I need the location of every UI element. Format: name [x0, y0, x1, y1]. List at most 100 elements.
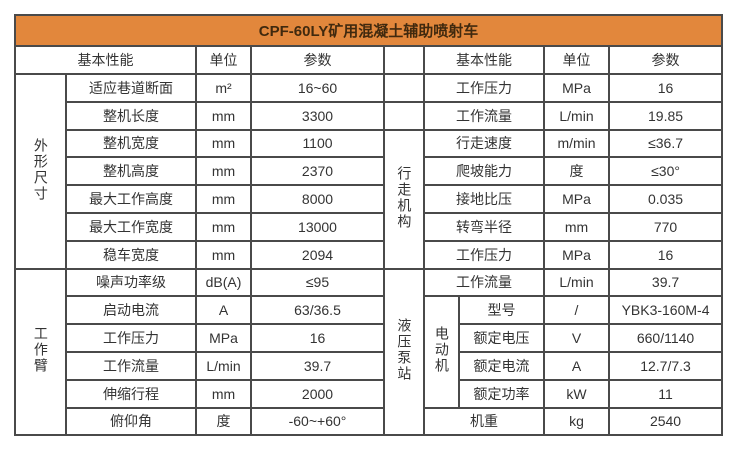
- spec-value-cell: -60~+60°: [250, 406, 385, 437]
- spec-value-cell: ≤30°: [607, 156, 724, 187]
- spec-row: 最大工作高度 mm 8000 接地比压 MPa 0.035: [15, 184, 724, 214]
- spec-row: 工作流量 L/min 39.7 额定电流 A 12.7/7.3: [15, 350, 724, 381]
- spec-name-cell: 额定电流: [458, 350, 545, 381]
- spec-name-cell: 工作压力: [65, 323, 197, 353]
- spec-value-cell: 63/36.5: [250, 295, 385, 326]
- table-title: CPF-60LY矿用混凝土辅助喷射车: [13, 14, 724, 47]
- spec-name-cell: 整机宽度: [65, 128, 197, 159]
- spec-unit-cell: m/min: [543, 128, 610, 159]
- spec-unit-cell: L/min: [543, 100, 610, 131]
- group-label-hydraulic-pump-station: 液压泵站: [383, 267, 425, 437]
- spec-unit-cell: mm: [195, 156, 252, 187]
- spec-row: 整机长度 mm 3300 工作流量 L/min 19.85: [15, 100, 724, 131]
- spec-value-cell: 12.7/7.3: [607, 350, 724, 381]
- spec-unit-cell: mm: [543, 211, 610, 242]
- spec-name-cell: 整机高度: [65, 156, 197, 187]
- spec-value-cell: 13000: [250, 211, 385, 242]
- spec-name-cell: 最大工作高度: [65, 184, 197, 214]
- spec-row: 工作臂 噪声功率级 dB(A) ≤95 液压泵站 工作流量 L/min 39.7: [14, 267, 724, 437]
- spec-unit-cell: mm: [195, 184, 252, 214]
- spec-unit-cell: MPa: [195, 323, 252, 353]
- spec-row: 外形尺寸 适应巷道断面 m² 16~60 工作压力 MPa 16: [14, 73, 724, 270]
- spec-row: 稳车宽度 mm 2094 工作压力 MPa 16: [15, 239, 724, 270]
- title-row: CPF-60LY矿用混凝土辅助喷射车: [13, 14, 724, 47]
- spec-name-cell: 额定功率: [458, 378, 545, 409]
- spec-name-cell: 伸缩行程: [65, 378, 197, 409]
- header-unit-right: 单位: [543, 45, 610, 75]
- spec-unit-cell: mm: [195, 128, 252, 159]
- group-label-travel-mechanism: 行走机构: [383, 128, 425, 270]
- spec-value-cell: 16: [250, 323, 385, 353]
- spec-value-cell: YBK3-160M-4: [607, 295, 724, 326]
- group-label-dimensions: 外形尺寸: [14, 73, 67, 270]
- header-performance-right: 基本性能: [423, 45, 545, 75]
- spec-value-cell: 0.035: [607, 184, 724, 214]
- spec-value-cell: 2000: [250, 378, 385, 409]
- header-parameter-left: 参数: [250, 45, 385, 75]
- spec-name-cell: 适应巷道断面: [65, 73, 197, 103]
- spec-value-cell: 16: [607, 239, 724, 270]
- spec-row: 整机宽度 mm 1100 行走机构 行走速度 m/min ≤36.7: [15, 128, 724, 270]
- spec-value-cell: 8000: [250, 184, 385, 214]
- spec-name-cell: 机重: [423, 406, 545, 437]
- header-unit-left: 单位: [195, 45, 252, 75]
- spec-unit-cell: mm: [195, 239, 252, 270]
- header-row: 基本性能 单位 参数 基本性能 单位 参数: [14, 45, 724, 75]
- spec-value-cell: 39.7: [607, 267, 724, 298]
- spec-name-cell: 爬坡能力: [423, 156, 545, 187]
- spec-unit-cell: MPa: [543, 239, 610, 270]
- spec-name-cell: 工作压力: [423, 239, 545, 270]
- group-spacer-cell: [383, 100, 425, 131]
- spec-name-cell: 噪声功率级: [65, 267, 197, 298]
- spec-name-cell: 整机长度: [65, 100, 197, 131]
- spec-name-cell: 俯仰角: [65, 406, 197, 437]
- spec-name-cell: 行走速度: [423, 128, 545, 159]
- group-spacer-cell: [383, 73, 425, 103]
- spec-row: 最大工作宽度 mm 13000 转弯半径 mm 770: [15, 211, 724, 242]
- spec-row: 整机高度 mm 2370 爬坡能力 度 ≤30°: [15, 156, 724, 187]
- spec-value-cell: 1100: [250, 128, 385, 159]
- spec-unit-cell: /: [543, 295, 610, 326]
- spec-unit-cell: mm: [195, 378, 252, 409]
- spec-unit-cell: L/min: [543, 267, 610, 298]
- spec-unit-cell: A: [543, 350, 610, 381]
- spec-name-cell: 启动电流: [65, 295, 197, 326]
- spec-value-cell: 39.7: [250, 350, 385, 381]
- spec-row: 工作压力 MPa 16 额定电压 V 660/1140: [15, 323, 724, 353]
- spec-unit-cell: mm: [195, 211, 252, 242]
- spec-unit-cell: dB(A): [195, 267, 252, 298]
- spec-name-cell: 工作流量: [65, 350, 197, 381]
- group-label-work-arm: 工作臂: [14, 267, 67, 437]
- spec-value-cell: 770: [607, 211, 724, 242]
- spec-unit-cell: L/min: [195, 350, 252, 381]
- spec-table: CPF-60LY矿用混凝土辅助喷射车 基本性能 单位 参数 基本性能 单位 参数…: [13, 14, 724, 437]
- spec-name-cell: 工作流量: [423, 267, 545, 298]
- spec-row: 俯仰角 度 -60~+60° 机重 kg 2540: [15, 406, 724, 437]
- spec-unit-cell: MPa: [543, 73, 610, 103]
- spec-unit-cell: kg: [543, 406, 610, 437]
- spec-unit-cell: mm: [195, 100, 252, 131]
- spec-unit-cell: 度: [195, 406, 252, 437]
- spec-name-cell: 最大工作宽度: [65, 211, 197, 242]
- spec-name-cell: 接地比压: [423, 184, 545, 214]
- group-label-electric-motor: 电动机: [423, 295, 460, 409]
- spec-unit-cell: m²: [195, 73, 252, 103]
- spec-value-cell: 16: [607, 73, 724, 103]
- header-spacer-right: [383, 45, 425, 75]
- spec-value-cell: 3300: [250, 100, 385, 131]
- spec-value-cell: 19.85: [607, 100, 724, 131]
- spec-unit-cell: A: [195, 295, 252, 326]
- spec-name-cell: 转弯半径: [423, 211, 545, 242]
- spec-unit-cell: V: [543, 323, 610, 353]
- spec-name-cell: 稳车宽度: [65, 239, 197, 270]
- spec-unit-cell: MPa: [543, 184, 610, 214]
- spec-unit-cell: 度: [543, 156, 610, 187]
- spec-value-cell: ≤95: [250, 267, 385, 298]
- spec-unit-cell: kW: [543, 378, 610, 409]
- spec-value-cell: 2540: [607, 406, 724, 437]
- spec-row: 伸缩行程 mm 2000 额定功率 kW 11: [15, 378, 724, 409]
- spec-value-cell: 2370: [250, 156, 385, 187]
- spec-name-cell: 工作流量: [423, 100, 545, 131]
- spec-name-cell: 额定电压: [458, 323, 545, 353]
- spec-row: 启动电流 A 63/36.5 电动机 型号 / YBK3-160M-4: [15, 295, 724, 409]
